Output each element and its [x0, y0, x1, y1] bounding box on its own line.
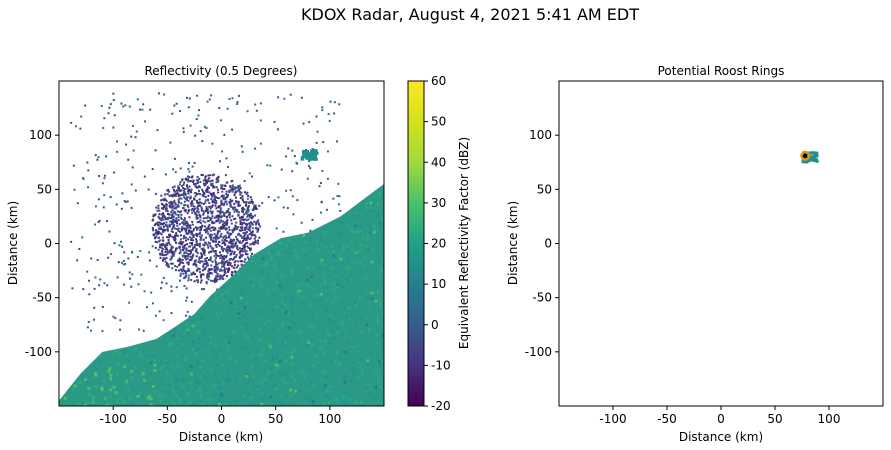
colorbar-tick-label: 60	[431, 74, 446, 88]
reflectivity-ytick-label: 0	[44, 237, 52, 251]
roost-rings-ylabel: Distance (km)	[506, 201, 520, 285]
colorbar-label: Equivalent Reflectivity Factor (dBZ)	[457, 137, 471, 349]
reflectivity-y-ticks: -100 -50 0 50 100	[25, 128, 59, 359]
reflectivity-xtick-label: 50	[268, 412, 283, 426]
roost-rings-panel: Potential Roost Rings -100 -50 0 50 100 -100…	[506, 64, 884, 444]
reflectivity-ytick-label: 50	[37, 182, 52, 196]
roost-rings-xtick-label: 100	[818, 412, 841, 426]
colorbar-tick-label: 10	[431, 277, 446, 291]
reflectivity-xtick-label: 0	[218, 412, 226, 426]
reflectivity-ylabel: Distance (km)	[6, 201, 20, 285]
roost-rings-ytick-label: 100	[529, 128, 552, 142]
colorbar-gradient	[407, 80, 425, 407]
reflectivity-xtick-label: -50	[158, 412, 178, 426]
reflectivity-x-ticks: -100 -50 0 50 100	[100, 406, 341, 426]
roost-echo	[300, 149, 319, 161]
roost-rings-ytick-label: -100	[525, 345, 552, 359]
colorbar-tick-label: -10	[431, 358, 451, 372]
colorbar-tick-label: 30	[431, 196, 446, 210]
roost-rings-xtick-label: 50	[767, 412, 782, 426]
roost-ring-outer	[800, 150, 811, 161]
roost-rings-y-ticks: -100 -50 0 50 100	[525, 128, 559, 359]
roost-ring-marker	[800, 150, 819, 164]
roost-ring-center	[803, 153, 808, 158]
reflectivity-title: Reflectivity (0.5 Degrees)	[144, 64, 297, 78]
roost-rings-ytick-label: 0	[544, 237, 552, 251]
colorbar-tick-label: -20	[431, 399, 451, 413]
roost-rings-xlabel: Distance (km)	[679, 430, 763, 444]
roost-rings-xtick-label: 0	[717, 412, 725, 426]
reflectivity-xtick-label: 100	[318, 412, 341, 426]
colorbar: -20 -10 0 10 20 30 40 50 60 Equivalent Reflectiv…	[407, 74, 471, 413]
reflectivity-ytick-label: -100	[25, 345, 52, 359]
colorbar-tick-label: 0	[431, 318, 439, 332]
reflectivity-panel: Reflectivity (0.5 Degrees) -100 -50 0 50 100…	[6, 64, 385, 444]
reflectivity-ytick-label: 100	[29, 128, 52, 142]
colorbar-ticks: -20 -10 0 10 20 30 40 50 60	[424, 74, 451, 413]
ocean-clutter-texture	[63, 192, 384, 406]
reflectivity-xlabel: Distance (km)	[179, 430, 263, 444]
roost-rings-ytick-label: -50	[532, 291, 552, 305]
colorbar-tick-label: 40	[431, 155, 446, 169]
roost-rings-ytick-label: 50	[537, 182, 552, 196]
reflectivity-ytick-label: -50	[32, 291, 52, 305]
colorbar-tick-label: 20	[431, 237, 446, 251]
roost-rings-title: Potential Roost Rings	[658, 64, 785, 78]
figure-suptitle: KDOX Radar, August 4, 2021 5:41 AM EDT	[301, 5, 639, 24]
roost-rings-x-ticks: -100 -50 0 50 100	[599, 406, 840, 426]
roost-rings-xtick-label: -100	[599, 412, 626, 426]
roost-rings-xtick-label: -50	[657, 412, 677, 426]
biological-scatter	[70, 92, 342, 333]
reflectivity-xtick-label: -100	[100, 412, 127, 426]
colorbar-tick-label: 50	[431, 115, 446, 129]
